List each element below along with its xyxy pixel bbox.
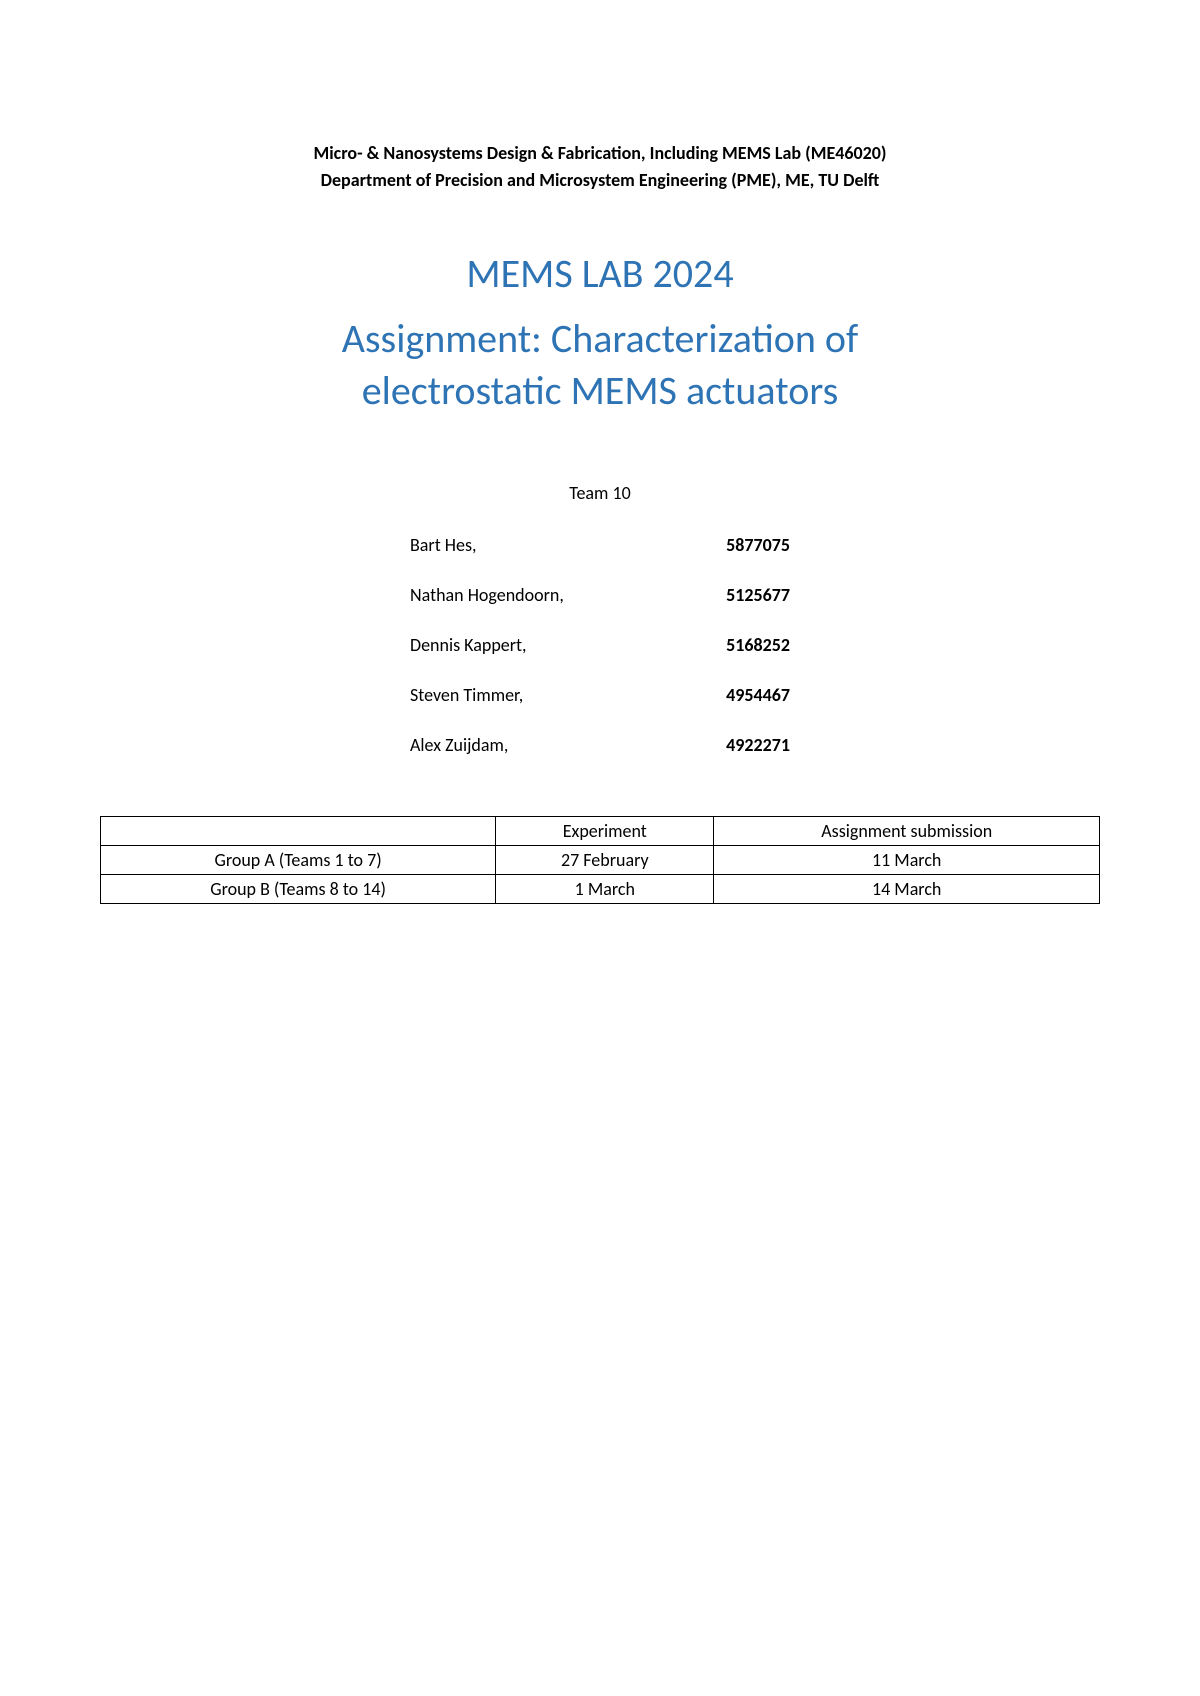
member-name: Steven Timmer, [410, 684, 523, 706]
table-row-label: Group B (Teams 8 to 14) [101, 875, 496, 904]
team-member-row: Steven Timmer, 4954467 [410, 684, 790, 706]
header-line-1: Micro- & Nanosystems Design & Fabricatio… [100, 140, 1100, 167]
schedule-table: Experiment Assignment submission Group A… [100, 816, 1100, 904]
title-main: MEMS LAB 2024 [100, 249, 1100, 298]
member-name: Bart Hes, [410, 534, 477, 556]
member-name: Dennis Kappert, [410, 634, 527, 656]
team-label: Team 10 [100, 482, 1100, 504]
member-id: 5168252 [726, 634, 790, 656]
table-cell-submission: 11 March [714, 846, 1100, 875]
table-row: Group A (Teams 1 to 7) 27 February 11 Ma… [101, 846, 1100, 875]
table-header-empty [101, 817, 496, 846]
member-id: 4922271 [726, 734, 790, 756]
table-cell-submission: 14 March [714, 875, 1100, 904]
table-cell-experiment: 27 February [496, 846, 714, 875]
subtitle-line-1: Assignment: Characterization of [100, 313, 1100, 365]
member-id: 5125677 [726, 584, 790, 606]
table-header-submission: Assignment submission [714, 817, 1100, 846]
table-row: Group B (Teams 8 to 14) 1 March 14 March [101, 875, 1100, 904]
table-row-label: Group A (Teams 1 to 7) [101, 846, 496, 875]
member-name: Nathan Hogendoorn, [410, 584, 564, 606]
member-id: 4954467 [726, 684, 790, 706]
header-line-2: Department of Precision and Microsystem … [100, 167, 1100, 194]
table-cell-experiment: 1 March [496, 875, 714, 904]
team-member-row: Nathan Hogendoorn, 5125677 [410, 584, 790, 606]
team-member-row: Alex Zuijdam, 4922271 [410, 734, 790, 756]
subtitle-line-2: electrostatic MEMS actuators [100, 365, 1100, 417]
document-header: Micro- & Nanosystems Design & Fabricatio… [100, 140, 1100, 194]
team-member-row: Bart Hes, 5877075 [410, 534, 790, 556]
table-header-row: Experiment Assignment submission [101, 817, 1100, 846]
title-subtitle: Assignment: Characterization of electros… [100, 313, 1100, 417]
team-member-row: Dennis Kappert, 5168252 [410, 634, 790, 656]
table-header-experiment: Experiment [496, 817, 714, 846]
team-members-list: Bart Hes, 5877075 Nathan Hogendoorn, 512… [410, 534, 790, 756]
member-id: 5877075 [726, 534, 790, 556]
member-name: Alex Zuijdam, [410, 734, 508, 756]
